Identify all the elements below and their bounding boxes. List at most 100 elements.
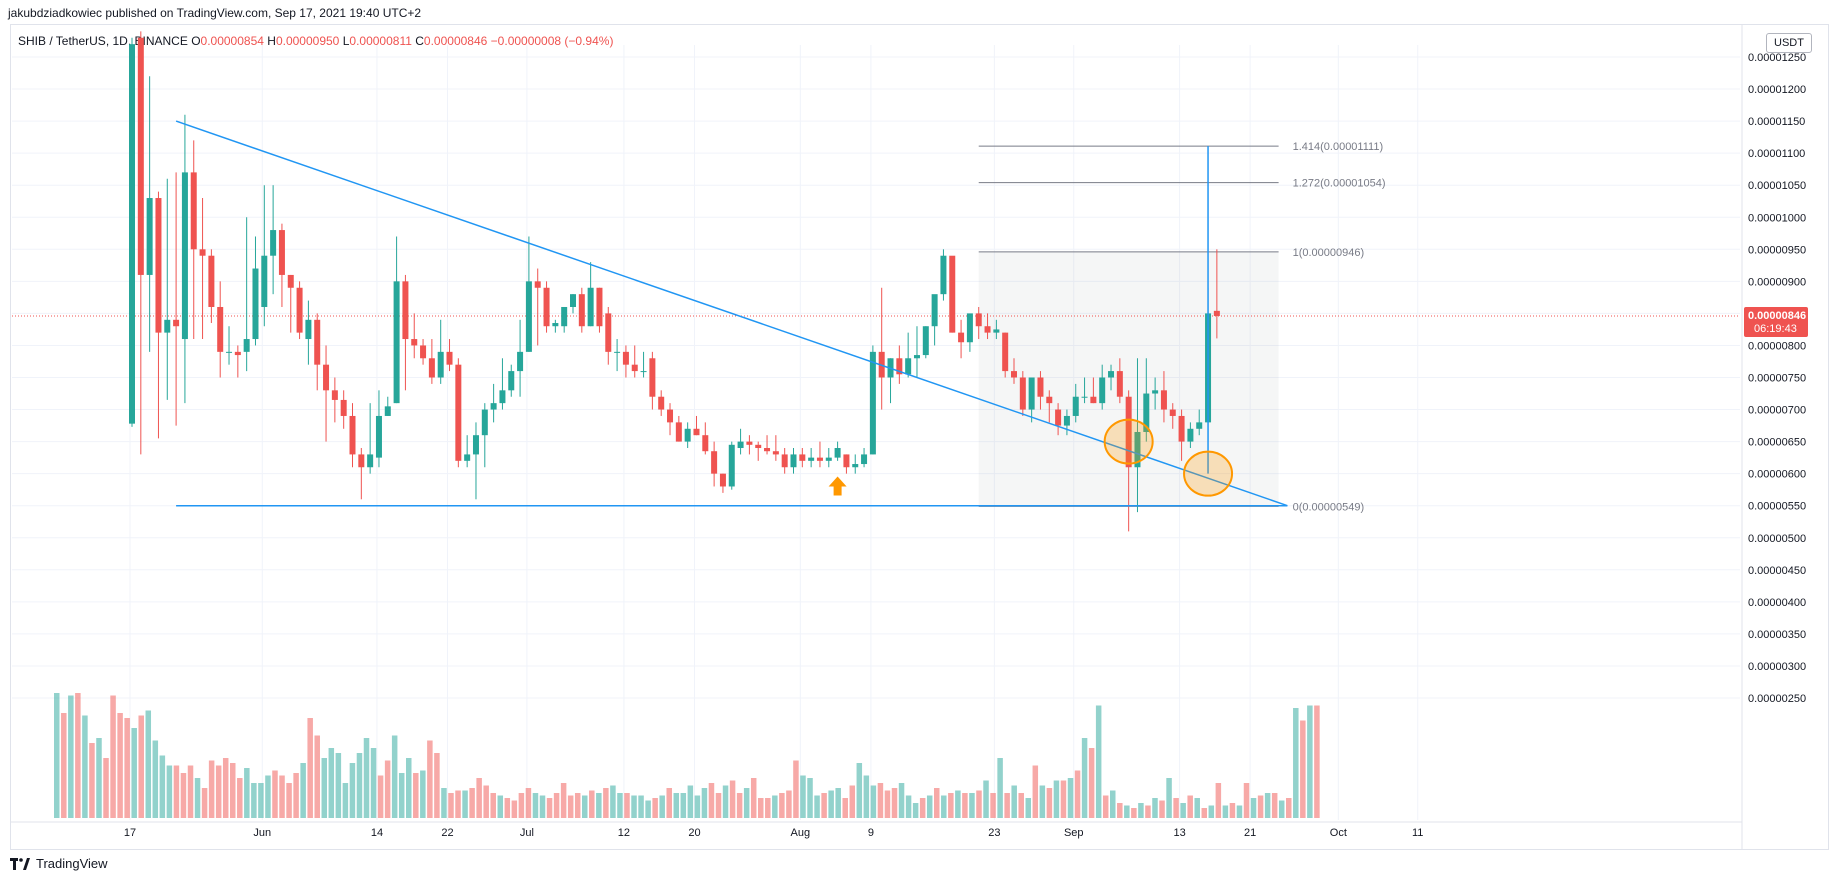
volume-bar	[1011, 785, 1017, 818]
volume-bar	[286, 783, 292, 818]
volume-bar	[68, 695, 74, 818]
y-tick-label: 0.00000350	[1748, 629, 1806, 641]
volume-bar	[912, 803, 919, 818]
y-tick-label: 0.00000550	[1748, 501, 1806, 513]
candle-body	[393, 281, 400, 404]
footer-brand[interactable]: TradingView	[10, 856, 108, 871]
candle-body	[243, 339, 250, 352]
candle-body	[287, 274, 294, 288]
volume-bar	[941, 795, 947, 818]
candle-body	[658, 396, 665, 410]
volume-bar	[574, 793, 581, 818]
y-tick-label: 0.00000250	[1748, 693, 1806, 705]
volume-bar	[230, 763, 236, 818]
volume-bar	[61, 713, 67, 818]
volume-bar	[187, 765, 194, 818]
volume-bar	[321, 758, 328, 818]
candle-body	[552, 323, 559, 327]
volume-bar	[1018, 793, 1024, 818]
candle-body	[252, 268, 259, 340]
volume-bar	[1257, 795, 1264, 818]
volume-bar	[455, 790, 461, 818]
candle-body	[622, 351, 629, 365]
candle-body	[305, 319, 312, 340]
candle-body	[517, 351, 524, 372]
y-tick-label: 0.00000450	[1748, 565, 1806, 577]
candle-body	[1187, 428, 1194, 442]
volume-bar	[1250, 798, 1257, 818]
candle-body	[781, 454, 788, 468]
volume-bar	[300, 763, 306, 818]
volume-bar	[849, 785, 856, 818]
volume-bar	[525, 788, 532, 818]
volume-bar	[631, 795, 637, 818]
candle-body	[331, 390, 338, 400]
volume-bar	[610, 785, 616, 818]
highlight-circle	[1183, 450, 1234, 497]
candle-body	[173, 319, 180, 327]
volume-bar	[645, 800, 651, 818]
volume-bar	[180, 773, 187, 818]
volume-bar	[1110, 790, 1116, 818]
candle-body	[861, 454, 868, 465]
fib-level-label: 1(0.00000946)	[1293, 247, 1365, 259]
volume-bar	[877, 783, 884, 818]
volume-bar	[1264, 793, 1271, 818]
candle-body	[834, 448, 841, 458]
volume-bar	[1145, 805, 1151, 818]
volume-bar	[934, 788, 940, 818]
currency-button[interactable]: USDT	[1766, 33, 1812, 53]
candle-body	[490, 403, 497, 410]
volume-bar	[370, 748, 377, 818]
volume-bar	[589, 790, 595, 818]
x-tick-label: Sep	[1064, 827, 1084, 839]
candle-body	[1213, 310, 1220, 316]
x-tick-label: 20	[688, 827, 700, 839]
candle-body	[1116, 371, 1123, 397]
volume-bar	[842, 798, 848, 818]
volume-bar	[1117, 803, 1123, 818]
x-tick-label: 13	[1173, 827, 1185, 839]
volume-bar	[1271, 793, 1278, 818]
volume-bar	[1201, 808, 1208, 818]
candle-body	[323, 364, 330, 391]
volume-bar	[272, 770, 278, 818]
y-tick-label: 0.00000800	[1748, 340, 1806, 352]
volume-bar	[1138, 803, 1144, 818]
volume-bar	[124, 718, 130, 818]
volume-bar	[814, 795, 820, 818]
volume-bar	[215, 765, 222, 818]
last-price-countdown: 06:19:43	[1754, 323, 1797, 335]
candle-body	[570, 294, 576, 307]
candle-body	[384, 406, 391, 416]
volume-bar	[342, 783, 349, 818]
candle-body	[693, 428, 700, 436]
volume-bar	[856, 763, 863, 818]
volume-bar	[863, 775, 870, 818]
volume-bar	[75, 693, 81, 818]
candle-body	[596, 287, 603, 327]
candle-body	[852, 464, 859, 468]
x-tick-label: Jul	[520, 827, 534, 839]
volume-bar	[420, 770, 426, 818]
volume-bar	[356, 753, 363, 818]
candle-body	[764, 448, 771, 452]
volume-bar	[1173, 798, 1179, 818]
candle-body	[1134, 431, 1141, 468]
volume-bar	[406, 758, 412, 818]
volume-bar	[1159, 800, 1165, 818]
y-tick-label: 0.00001200	[1748, 84, 1806, 96]
candle-body	[1178, 415, 1185, 442]
candle-body	[667, 409, 674, 423]
candle-body	[1169, 409, 1176, 416]
volume-bar	[82, 715, 88, 818]
last-price-value: 0.00000846	[1748, 310, 1806, 322]
candle-body	[155, 198, 162, 333]
up-arrow-icon	[828, 476, 847, 496]
symbol-label[interactable]: SHIB / TetherUS, 1D, BINANCE	[18, 34, 188, 48]
volume-bar	[1187, 795, 1193, 818]
candle-body	[525, 281, 532, 352]
volume-bar	[983, 780, 989, 818]
volume-bar	[54, 693, 60, 818]
